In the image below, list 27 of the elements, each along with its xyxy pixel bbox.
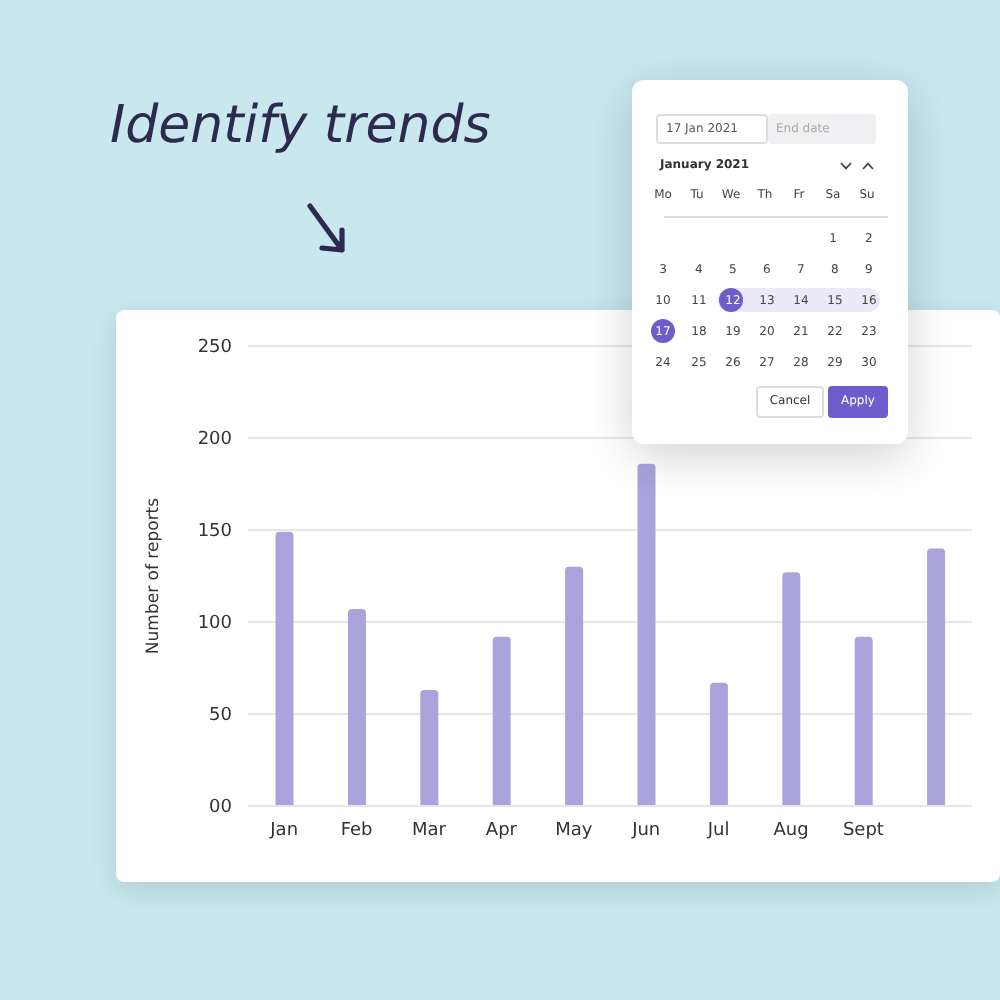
x-tick-label: Feb — [340, 820, 374, 841]
bar — [782, 572, 801, 806]
bar — [709, 682, 728, 806]
x-tick-label: May — [555, 820, 594, 841]
x-tick-label: Mar — [412, 820, 447, 841]
chart-title: Identify trends — [110, 96, 491, 156]
bar — [854, 636, 873, 806]
y-tick-label: 100 — [197, 614, 233, 635]
x-tick-label: Jul — [705, 820, 730, 841]
y-tick-label: 50 — [209, 706, 233, 727]
x-tick-label: Jun — [630, 820, 661, 841]
y-tick-label: 150 — [197, 522, 233, 543]
bar — [637, 463, 656, 806]
bar — [347, 609, 366, 806]
y-tick-label: 250 — [197, 338, 233, 359]
bar — [492, 636, 511, 806]
x-tick-label: Sept — [842, 820, 885, 841]
bar — [565, 566, 584, 806]
bar — [927, 548, 946, 806]
y-axis-title: Number of reports — [144, 496, 165, 655]
x-tick-label: Apr — [485, 820, 518, 841]
bar — [275, 531, 294, 806]
x-tick-label: Jan — [268, 820, 299, 841]
bar — [420, 690, 439, 806]
x-tick-label: Aug — [773, 820, 809, 841]
y-tick-label: 200 — [197, 430, 233, 451]
y-tick-label: 00 — [209, 798, 233, 819]
